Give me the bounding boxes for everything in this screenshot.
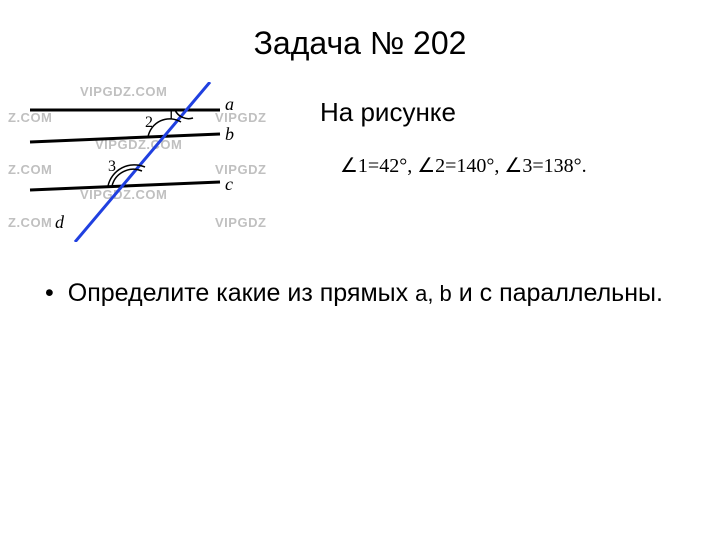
angle-label-3: 3 (108, 158, 116, 176)
bullet-icon: • (45, 277, 54, 311)
line-label-d: d (55, 212, 64, 233)
diagram-container: VIPGDZ.COM Z.COM VIPGDZ VIPGDZ.COM Z.COM… (20, 82, 270, 242)
question-text: • Определите какие из прямых a, b и с пар… (45, 277, 720, 311)
right-content: На рисунке ∠1=42°, ∠2=140°, ∠3=138°. (320, 82, 587, 178)
question-vars: a, b (415, 281, 452, 306)
line-label-a: a (225, 94, 234, 115)
line-label-c: c (225, 174, 233, 195)
content-row: VIPGDZ.COM Z.COM VIPGDZ VIPGDZ.COM Z.COM… (0, 82, 720, 242)
question-part2: и с параллельны. (459, 279, 663, 307)
question-part1: Определите какие из прямых (68, 279, 408, 307)
angles-formula: ∠1=42°, ∠2=140°, ∠3=138°. (340, 153, 587, 178)
angle-label-2: 2 (145, 114, 153, 132)
page-title: Задача № 202 (0, 0, 720, 62)
intro-text: На рисунке (320, 97, 587, 128)
line-label-b: b (225, 124, 234, 145)
angle-label-1: 1 (167, 106, 175, 124)
